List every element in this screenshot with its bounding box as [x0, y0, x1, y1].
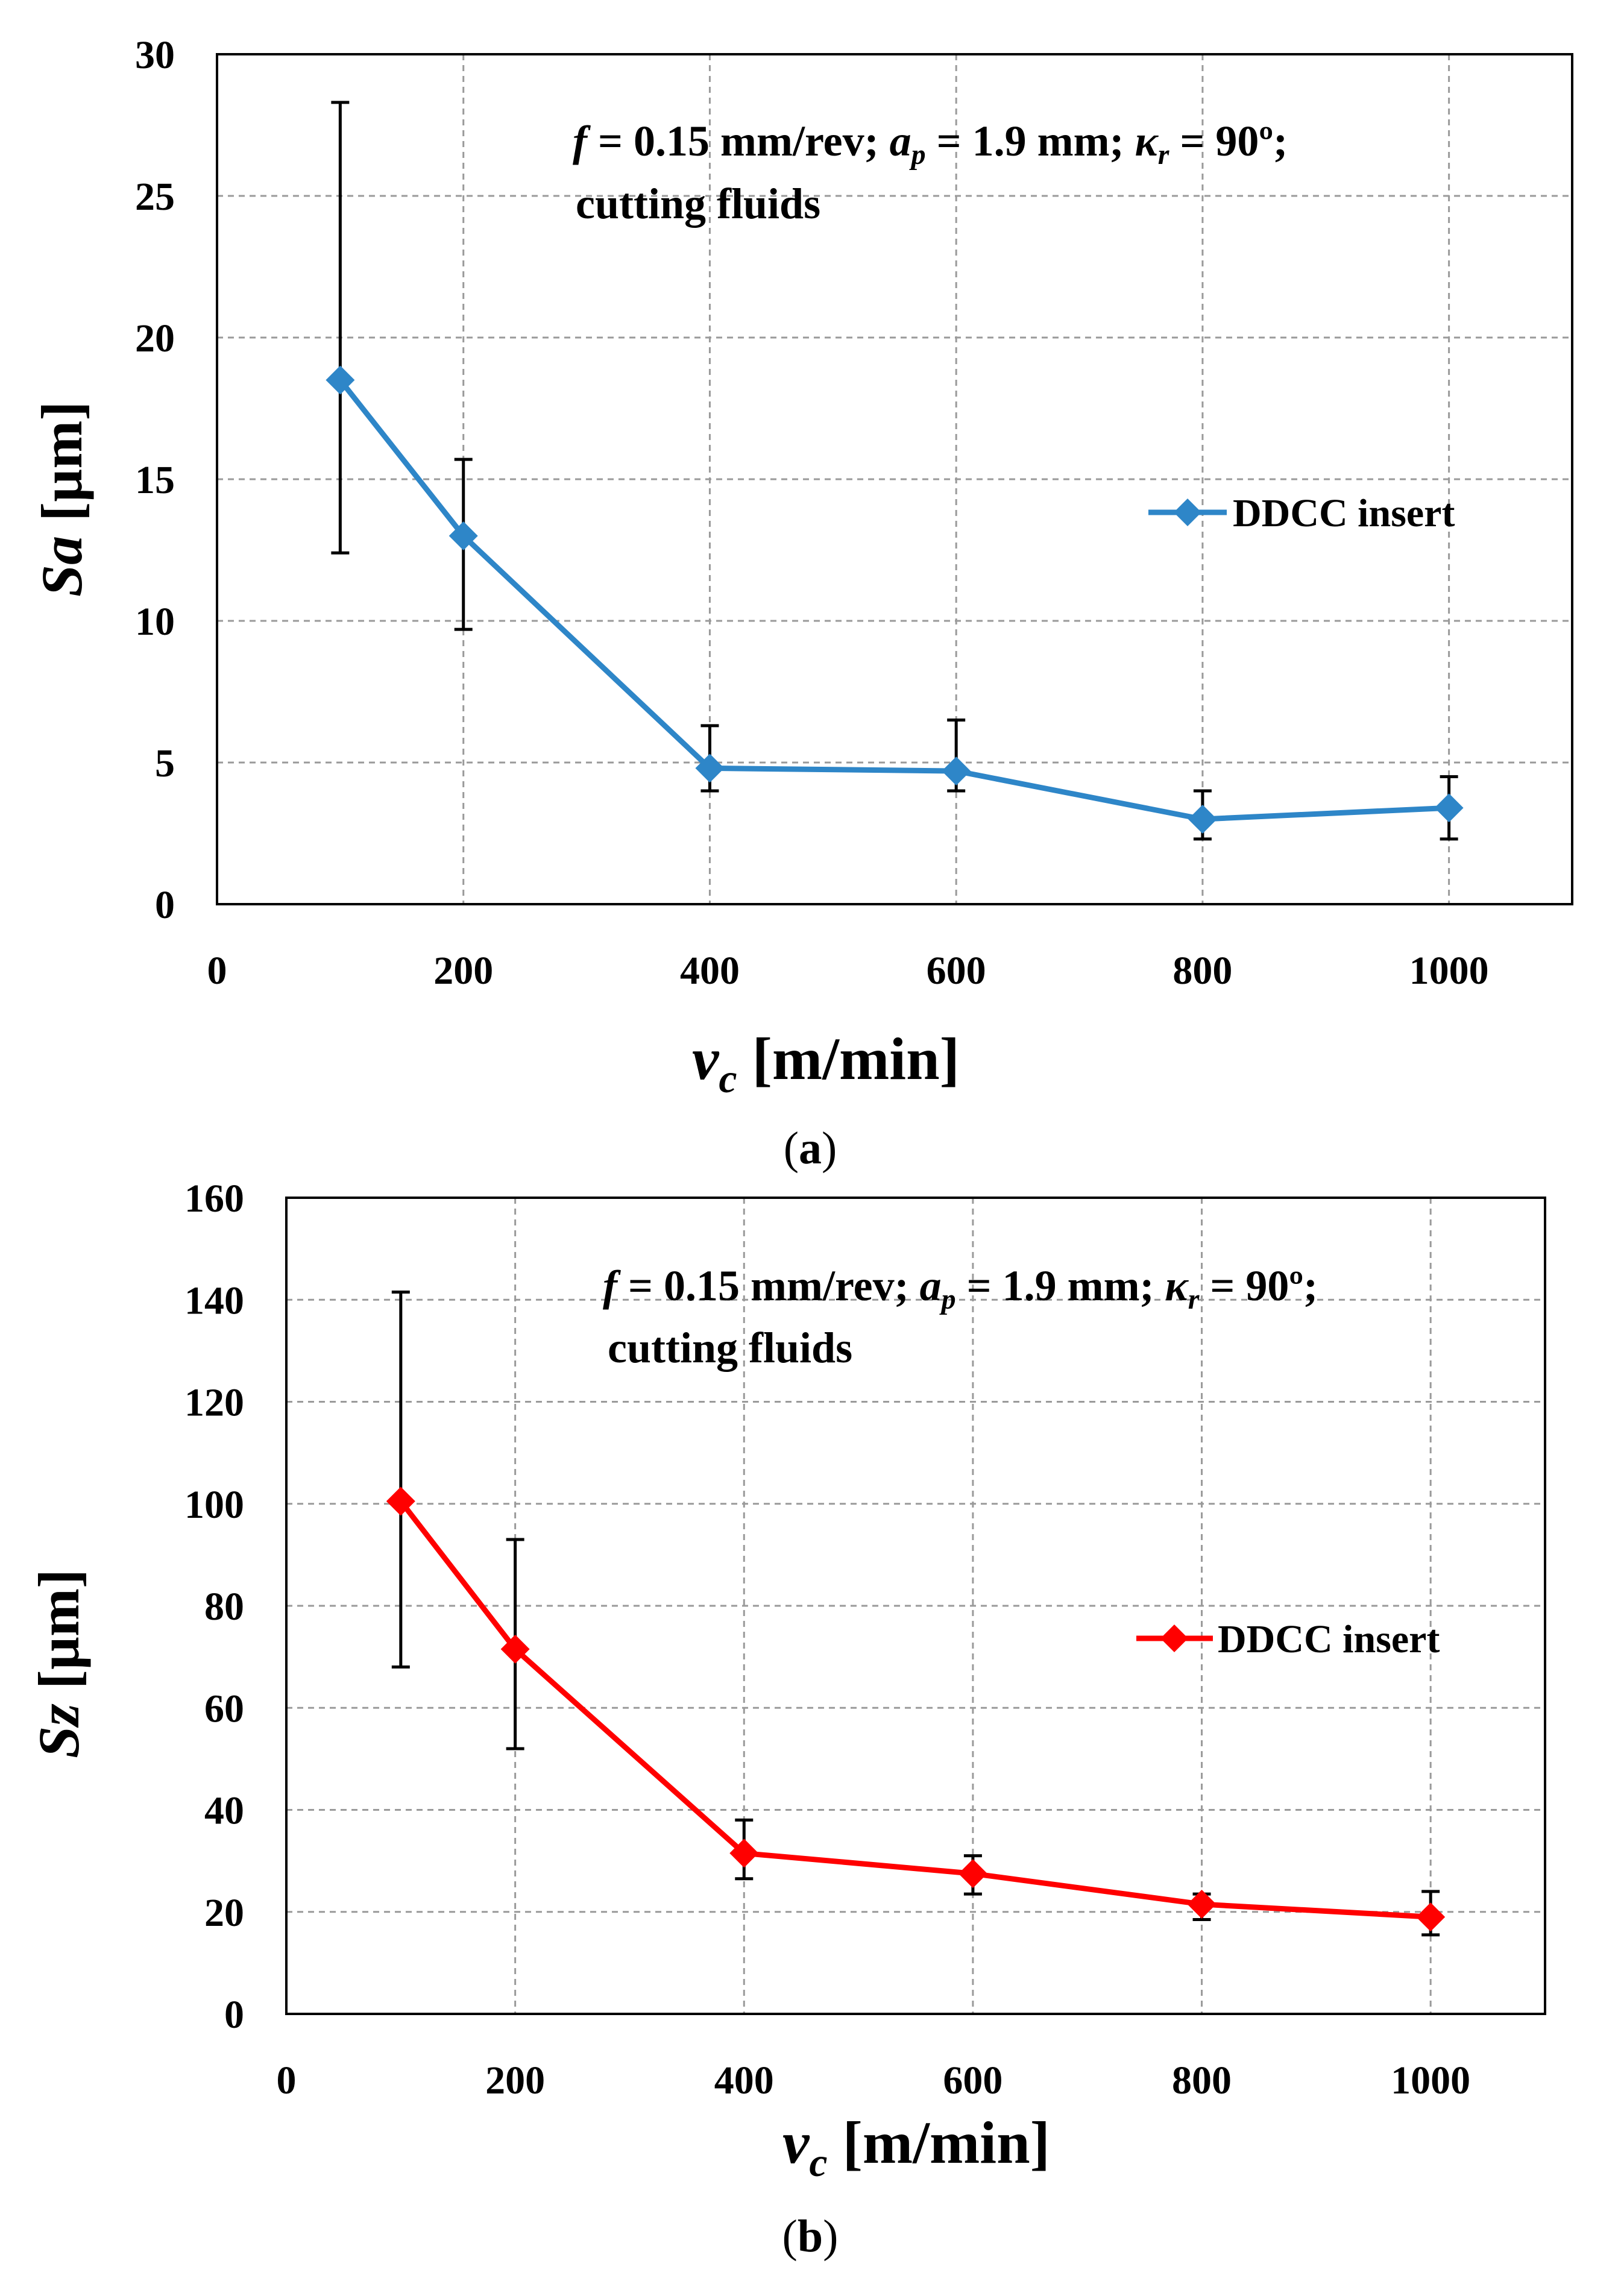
chart-b-x-tick-label: 400 — [714, 2059, 774, 2103]
chart-a-y-axis-label: Sa [µm] — [30, 401, 94, 597]
chart-a-conditions-line2: cutting fluids — [576, 180, 820, 228]
chart-a-x-tick-label: 1000 — [1409, 949, 1489, 993]
chart-a-y-tick-label: 30 — [135, 33, 175, 77]
chart-b-grid — [286, 1197, 1545, 2014]
chart-a-x-axis-label: vc [m/min] — [692, 1025, 960, 1101]
chart-b-x-tick-label: 600 — [943, 2059, 1003, 2103]
chart-b-y-ticks: 0 20 40 60 80 100 120 140 160 — [184, 1177, 244, 2037]
chart-a-plot-area — [216, 53, 1573, 905]
chart-b-x-tick-label: 800 — [1172, 2059, 1232, 2103]
chart-b-x-axis-label: vc [m/min] — [782, 2109, 1050, 2185]
chart-b-error-bar — [391, 1291, 410, 1669]
chart-a-data-point — [695, 753, 725, 783]
chart-b-y-tick-label: 20 — [204, 1891, 244, 1935]
chart-b-conditions-line2: cutting fluids — [608, 1324, 852, 1372]
chart-b-y-tick-label: 60 — [204, 1687, 244, 1731]
chart-b-y-tick-label: 160 — [184, 1177, 244, 1221]
chart-a-conditions-line1: f = 0.15 mm/rev; ap = 1.9 mm; κr = 90º; — [573, 117, 1288, 171]
chart-a-data-point — [1188, 805, 1217, 834]
chart-a-legend-label: DDCC insert — [1233, 491, 1455, 535]
chart-a-error-bars — [331, 101, 1458, 841]
chart-a-x-tick-label: 800 — [1172, 949, 1232, 993]
chart-b-data-point — [386, 1486, 415, 1516]
chart-a-x-tick-label: 200 — [433, 949, 493, 993]
chart-b-x-tick-label: 0 — [277, 2059, 297, 2103]
chart-a-series-line — [338, 378, 1449, 822]
chart-a-data-point — [1434, 793, 1464, 823]
chart-b-data-point — [958, 1859, 987, 1889]
chart-b-y-tick-label: 0 — [224, 1993, 244, 2037]
chart-a-y-tick-label: 20 — [135, 316, 175, 360]
chart-a-y-tick-label: 25 — [135, 175, 175, 219]
chart-a-x-ticks: 0 200 400 600 800 1000 — [207, 949, 1489, 993]
chart-b-x-tick-label: 1000 — [1391, 2059, 1470, 2103]
chart-b-legend-label: DDCC insert — [1218, 1617, 1440, 1661]
chart-a-markers — [326, 365, 1464, 834]
chart-a-y-tick-label: 5 — [155, 741, 175, 785]
chart-a-y-tick-label: 15 — [135, 458, 175, 502]
chart-a-x-tick-label: 0 — [207, 949, 227, 993]
chart-b-caption: (b) — [782, 2211, 839, 2262]
chart-a-error-bar — [331, 101, 350, 555]
chart-b-y-axis-label: Sz [µm] — [27, 1569, 91, 1758]
chart-a-x-tick-label: 400 — [680, 949, 740, 993]
chart-b-plot-area — [285, 1197, 1546, 2015]
chart-a-caption: (a) — [784, 1123, 837, 1174]
chart-a-data-point — [942, 756, 971, 786]
chart-b-x-ticks: 0 200 400 600 800 1000 — [277, 2059, 1471, 2103]
chart-b-y-tick-label: 40 — [204, 1789, 244, 1833]
chart-b-x-tick-label: 200 — [485, 2059, 545, 2103]
chart-b-series-line — [398, 1499, 1431, 1920]
chart-b-error-bars — [391, 1291, 1440, 1937]
chart-a-y-tick-label: 0 — [155, 883, 175, 927]
chart-b-y-tick-label: 140 — [184, 1279, 244, 1323]
chart-a-y-tick-label: 10 — [135, 600, 175, 644]
chart-a-y-ticks: 0 5 10 15 20 25 30 — [135, 33, 175, 927]
chart-b-markers — [386, 1486, 1446, 1932]
chart-b-conditions-line1: f = 0.15 mm/rev; ap = 1.9 mm; κr = 90º; — [603, 1262, 1318, 1315]
chart-a-x-tick-label: 600 — [927, 949, 986, 993]
chart-b-data-point — [729, 1838, 759, 1868]
chart-b-y-tick-label: 100 — [184, 1483, 244, 1527]
chart-b-legend: DDCC insert — [1136, 1617, 1440, 1661]
chart-b-data-point — [500, 1634, 530, 1664]
chart-b-legend-marker — [1160, 1624, 1188, 1652]
chart-a-legend: DDCC insert — [1148, 491, 1455, 535]
chart-a-data-point — [449, 521, 478, 550]
chart-b-y-tick-label: 80 — [204, 1585, 244, 1629]
chart-b-data-point — [1187, 1890, 1217, 1919]
chart-b-data-point — [1416, 1902, 1446, 1932]
chart-a-data-point — [326, 365, 355, 395]
chart-b-y-tick-label: 120 — [184, 1381, 244, 1425]
chart-a-legend-marker — [1174, 499, 1201, 526]
chart-a: 0 5 10 15 20 25 30 0 200 400 600 800 1000 f = 0.15 … — [30, 33, 1573, 1174]
